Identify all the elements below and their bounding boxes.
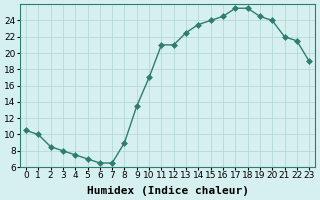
X-axis label: Humidex (Indice chaleur): Humidex (Indice chaleur) (87, 186, 249, 196)
